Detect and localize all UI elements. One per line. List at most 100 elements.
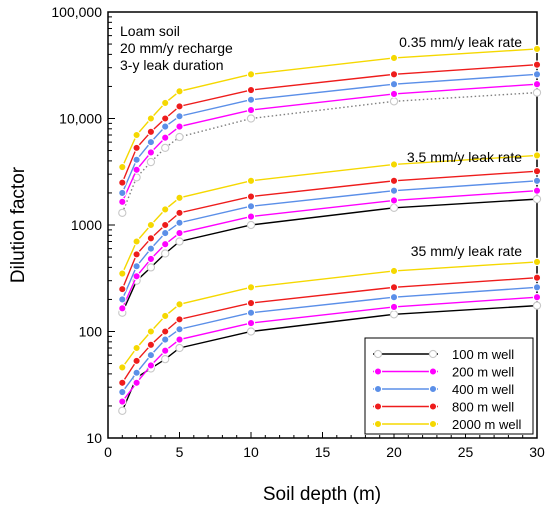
legend-swatch-marker	[428, 402, 438, 411]
data-point	[175, 335, 184, 344]
data-point	[175, 300, 184, 309]
annotation-soil: Loam soil	[120, 23, 180, 39]
data-point	[118, 284, 127, 294]
x-axis-title: Soil depth (m)	[263, 484, 381, 505]
y-tick-label: 10,000	[59, 111, 102, 127]
series-layer	[118, 44, 542, 415]
group-label-35: 35 mm/y leak rate	[411, 243, 522, 259]
data-point	[146, 254, 156, 264]
data-point	[246, 70, 256, 79]
legend-label: 800 m well	[452, 400, 514, 415]
data-point	[175, 325, 184, 334]
data-point	[161, 133, 170, 142]
data-point	[118, 378, 127, 387]
legend-label: 2000 m well	[452, 417, 521, 432]
data-point	[175, 87, 184, 96]
data-point	[175, 315, 184, 324]
data-point	[118, 387, 127, 397]
y-axis-title: Dilution factor	[8, 166, 29, 283]
data-point	[175, 122, 184, 131]
data-point	[246, 283, 256, 292]
data-point	[389, 97, 399, 106]
data-point	[246, 202, 256, 211]
data-point	[175, 218, 184, 227]
data-point	[132, 262, 141, 271]
data-point	[246, 220, 256, 230]
data-point	[161, 346, 170, 355]
group-label-0-35: 0.35 mm/y leak rate	[399, 34, 522, 50]
data-point	[146, 350, 156, 360]
data-point	[175, 112, 184, 121]
data-point	[246, 85, 256, 95]
x-axis-ticks: 0 5 10 15 20 25 30	[104, 432, 545, 460]
legend-swatch-marker	[428, 367, 438, 376]
data-point	[246, 95, 256, 104]
x-tick-label: 25	[458, 444, 474, 460]
data-point	[389, 89, 399, 99]
data-point	[175, 237, 184, 246]
data-point	[118, 397, 127, 406]
data-point	[161, 98, 170, 108]
data-point	[175, 343, 184, 353]
legend-items: 100 m well 200 m well 400 m well 800 m well…	[373, 347, 521, 432]
data-point	[246, 308, 256, 317]
data-point	[389, 160, 399, 169]
series-line-100-m-well	[121, 91, 538, 214]
group-label-3-5: 3.5 mm/y leak rate	[407, 149, 522, 165]
data-point	[118, 304, 127, 313]
data-point	[146, 148, 156, 157]
data-point	[389, 266, 399, 276]
data-point	[246, 298, 256, 308]
data-point	[175, 132, 184, 142]
x-tick-label: 20	[386, 444, 402, 460]
annotation-recharge: 20 mm/y recharge	[120, 40, 233, 56]
data-point	[161, 122, 170, 131]
data-point	[389, 310, 399, 319]
series-line-800-m-well	[121, 170, 538, 290]
legend-swatch-marker	[373, 384, 383, 394]
data-point	[146, 220, 156, 230]
data-point	[175, 193, 184, 202]
data-point	[246, 318, 256, 328]
data-point	[532, 293, 542, 302]
data-point	[118, 295, 127, 304]
data-point	[132, 378, 141, 387]
data-point	[389, 302, 399, 312]
annotation-duration: 3-y leak duration	[120, 57, 224, 73]
data-point	[246, 192, 256, 201]
legend-swatch-marker	[373, 349, 383, 359]
data-point	[246, 114, 256, 123]
x-tick-label: 10	[243, 444, 259, 460]
data-point	[246, 327, 256, 336]
data-point	[532, 44, 542, 54]
data-point	[246, 212, 256, 221]
legend-label: 400 m well	[452, 382, 514, 397]
data-point	[146, 340, 156, 349]
data-point	[161, 143, 170, 153]
series-line-200-m-well	[121, 83, 538, 203]
legend-swatch-marker	[373, 419, 383, 429]
data-point	[132, 155, 141, 164]
legend-swatch-marker	[373, 402, 383, 411]
data-point	[132, 143, 141, 153]
data-point	[389, 186, 399, 195]
legend-swatch-marker	[373, 367, 383, 376]
data-point	[532, 301, 542, 310]
data-point	[246, 176, 256, 185]
data-point	[389, 80, 399, 89]
data-point	[532, 167, 542, 176]
data-point	[175, 228, 184, 238]
data-point	[118, 363, 127, 372]
data-point	[161, 240, 170, 249]
y-tick-label: 1000	[71, 217, 102, 233]
x-tick-label: 5	[176, 444, 184, 460]
data-point	[146, 361, 156, 370]
x-tick-label: 30	[529, 444, 545, 460]
data-point	[161, 327, 170, 336]
data-point	[132, 343, 141, 353]
data-point	[389, 70, 399, 79]
legend-swatch-marker	[428, 349, 438, 359]
data-point	[175, 208, 184, 218]
data-point	[175, 102, 184, 111]
data-point	[132, 368, 141, 377]
